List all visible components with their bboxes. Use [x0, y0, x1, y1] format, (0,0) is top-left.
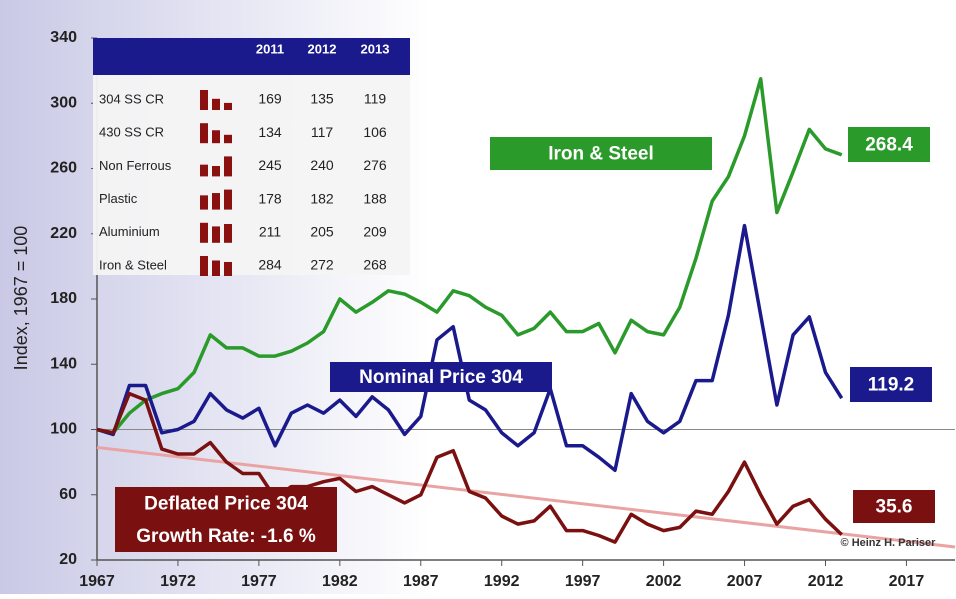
table-cell: 240 — [310, 157, 334, 173]
table-mini-bar — [224, 189, 232, 210]
table-column-header: 2013 — [361, 41, 390, 56]
y-tick-label: 60 — [59, 486, 77, 503]
table-row-label: 304 SS CR — [99, 91, 164, 106]
table-mini-bar — [224, 261, 232, 276]
table-mini-bar — [200, 222, 208, 243]
table-cell: 169 — [258, 91, 282, 107]
series-label: Iron & Steel — [548, 144, 654, 165]
table-column-header: 2011 — [256, 41, 284, 56]
table-mini-bar — [224, 224, 232, 243]
table-cell: 182 — [310, 190, 334, 206]
table-cell: 272 — [310, 257, 334, 273]
table-mini-bar — [200, 90, 208, 110]
label-box — [848, 127, 930, 162]
table-cell: 119 — [364, 91, 387, 107]
series-line — [96, 77, 843, 435]
table-header — [93, 38, 410, 75]
end-value-label: 119.2 — [868, 375, 915, 396]
y-tick-label: 180 — [50, 290, 77, 307]
trend-line — [96, 445, 956, 549]
table-column-header: 2012 — [308, 41, 337, 56]
table-row-label: Aluminium — [99, 224, 160, 239]
y-tick-label: 20 — [59, 551, 77, 568]
table-mini-bar — [200, 195, 208, 210]
label-box — [490, 137, 712, 170]
table-mini-bar — [212, 260, 220, 276]
series-label: Nominal Price 304 — [359, 367, 523, 388]
table-cell: 284 — [258, 257, 282, 273]
label-box — [853, 490, 935, 523]
series-label: Deflated Price 304 — [144, 493, 308, 514]
table-mini-bar — [200, 123, 208, 144]
y-axis-label: Index, 1967 = 100 — [11, 226, 31, 371]
table-row-label: Non Ferrous — [99, 158, 172, 173]
table-cell: 268 — [363, 257, 387, 273]
end-value-label: 268.4 — [865, 135, 913, 156]
series-line — [96, 391, 843, 544]
table-background — [93, 38, 410, 275]
x-tick-label: 1987 — [403, 573, 439, 590]
credit: © Heinz H. Pariser — [841, 537, 937, 549]
x-tick-label: 1972 — [160, 573, 196, 590]
table-cell: 211 — [259, 224, 282, 240]
x-tick-label: 1977 — [241, 573, 277, 590]
x-tick-label: 2002 — [646, 573, 682, 590]
table-cell: 106 — [363, 124, 387, 140]
x-tick-label: 2012 — [808, 573, 844, 590]
table-mini-bar — [212, 166, 220, 177]
table-mini-bar — [212, 98, 220, 110]
y-tick-label: 140 — [50, 355, 77, 372]
table-cell: 178 — [258, 190, 282, 206]
table-cell: 134 — [258, 124, 282, 140]
y-tick-label: 340 — [50, 29, 77, 46]
table-mini-bar — [212, 130, 220, 144]
table-cell: 188 — [363, 190, 387, 206]
table-mini-bar — [224, 156, 232, 177]
x-tick-label: 1992 — [484, 573, 520, 590]
x-tick-label: 1982 — [322, 573, 358, 590]
x-tick-label: 1997 — [565, 573, 601, 590]
table-mini-bar — [212, 193, 220, 210]
y-tick-label: 100 — [50, 421, 77, 438]
y-tick-label: 220 — [50, 225, 77, 242]
table-row-label: 430 SS CR — [99, 125, 164, 140]
table-row-label: Plastic — [99, 191, 138, 206]
label-box — [330, 362, 552, 392]
label-box — [115, 487, 337, 552]
table-cell: 117 — [311, 124, 334, 140]
table-cell: 209 — [363, 224, 387, 240]
table-cell: 276 — [363, 157, 387, 173]
table-mini-bar — [200, 256, 208, 276]
table-mini-bar — [224, 134, 232, 144]
table-cell: 135 — [310, 91, 334, 107]
table-row-label: Iron & Steel — [99, 257, 167, 272]
table-mini-bar — [224, 102, 232, 110]
table-mini-bar — [212, 226, 220, 243]
table-cell: 245 — [258, 157, 282, 173]
label-box — [850, 367, 932, 402]
table-mini-bar — [200, 164, 208, 177]
x-tick-label: 1967 — [79, 573, 115, 590]
x-tick-label: 2017 — [889, 573, 925, 590]
y-tick-label: 260 — [50, 160, 77, 177]
x-tick-label: 2007 — [727, 573, 763, 590]
y-tick-label: 300 — [50, 94, 77, 111]
annotation: Growth Rate: -1.6 % — [136, 526, 316, 547]
end-value-label: 35.6 — [876, 497, 913, 518]
series-line — [96, 223, 844, 473]
table-cell: 205 — [310, 224, 334, 240]
